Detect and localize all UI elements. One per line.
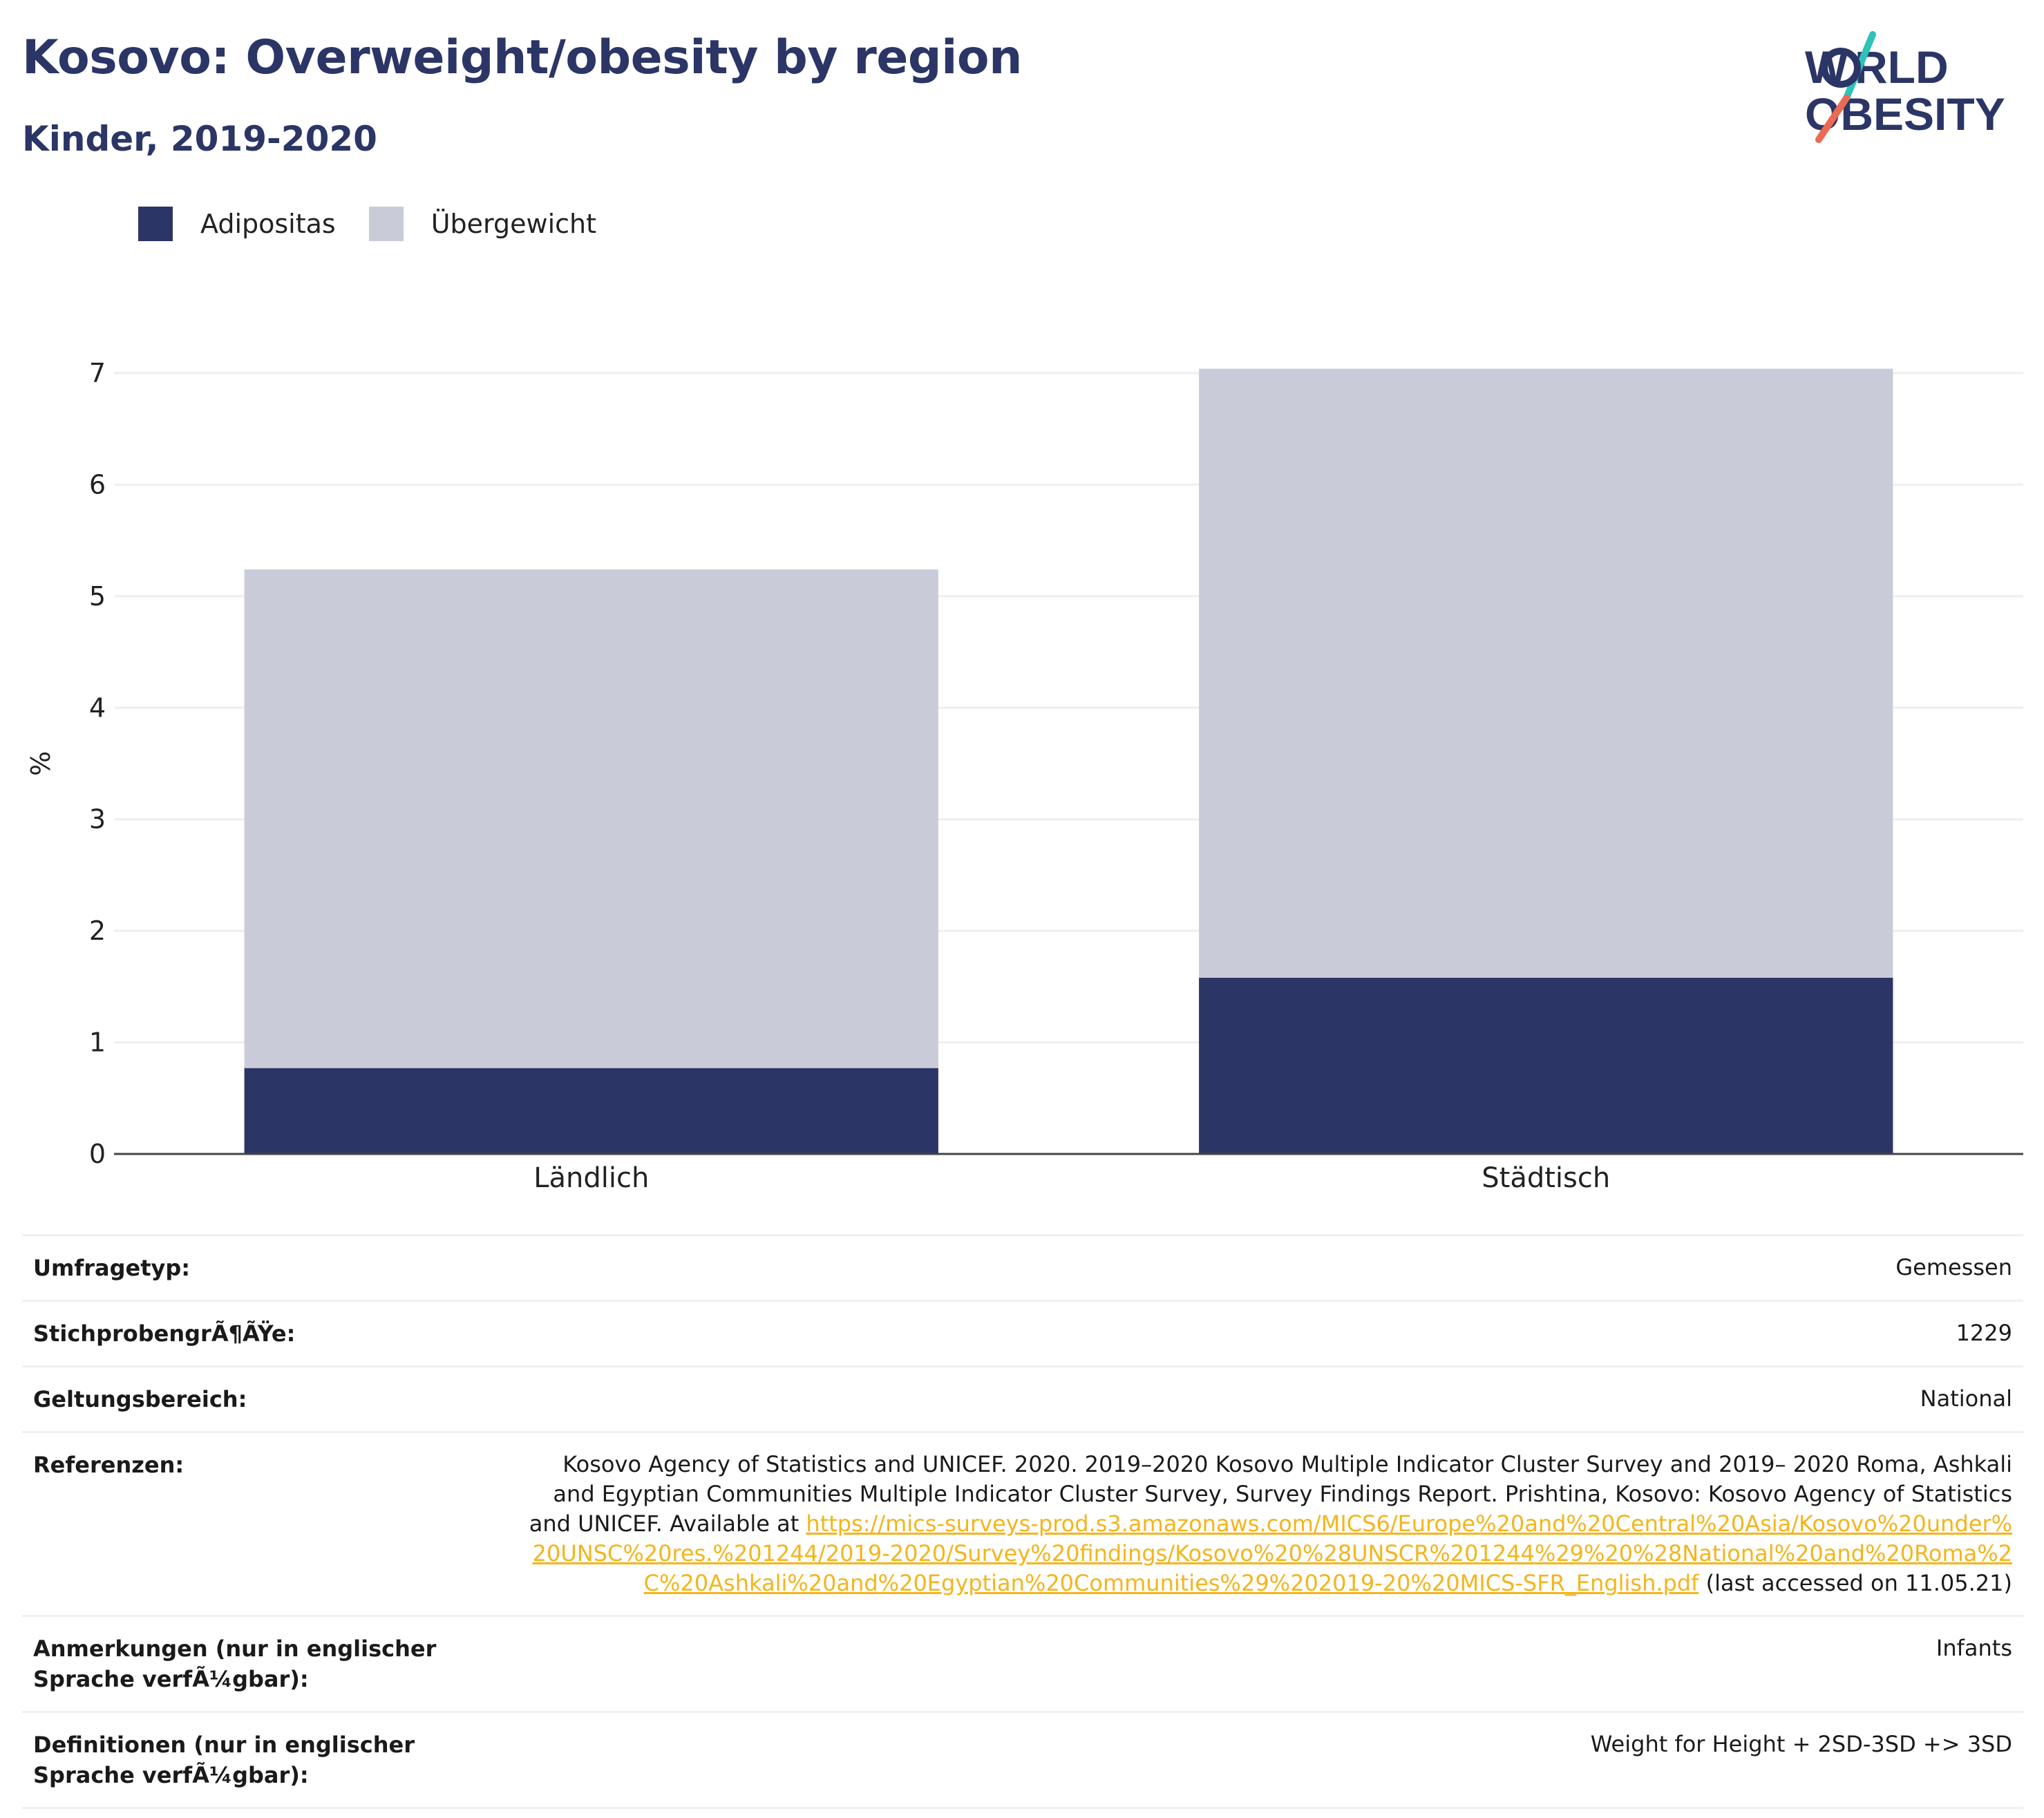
meta-label-references: Referenzen: [33, 1452, 184, 1478]
y-tick-label: 7 [89, 359, 106, 388]
meta-label-sample-size: StichprobengrÃ¶ÃŸe: [33, 1320, 296, 1347]
survey-metadata-table: Umfragetyp: Gemessen StichprobengrÃ¶ÃŸe:… [22, 1234, 2023, 1809]
bar-segment-adipositas [244, 1068, 938, 1154]
x-tick-label: Städtisch [1482, 1162, 1610, 1194]
meta-row-coverage: Geltungsbereich: National [22, 1365, 2023, 1431]
meta-value-notes: Infants [1936, 1635, 2012, 1661]
y-tick-label: 6 [89, 469, 106, 500]
legend-item-adipositas[interactable]: Adipositas [138, 207, 336, 241]
meta-label-coverage: Geltungsbereich: [33, 1386, 247, 1412]
y-axis-label: % [26, 751, 56, 776]
legend-label-adipositas: Adipositas [200, 209, 336, 239]
meta-label-survey-type: Umfragetyp: [33, 1255, 191, 1281]
meta-label-definitions: Definitionen (nur in englischer Sprache … [33, 1732, 415, 1788]
y-tick-label: 4 [89, 692, 106, 723]
chart-title: Kosovo: Overweight/obesity by region [22, 30, 1023, 85]
meta-label-notes: Anmerkungen (nur in englischer Sprache v… [33, 1636, 437, 1692]
svg-text:RLD: RLD [1855, 41, 1949, 93]
y-tick-label: 2 [89, 916, 106, 946]
reference-accessed-note: (last accessed on 11.05.21) [1698, 1570, 2012, 1596]
meta-row-sample-size: StichprobengrÃ¶ÃŸe: 1229 [22, 1300, 2023, 1365]
chart-subtitle: Kinder, 2019-2020 [22, 119, 377, 159]
legend-swatch-uebergewicht [368, 207, 404, 241]
reference-link[interactable]: https://mics-surveys-prod.s3.amazonaws.c… [532, 1511, 2012, 1596]
meta-value-coverage: National [1920, 1385, 2012, 1412]
chart-legend: Adipositas Übergewicht [138, 205, 630, 243]
y-tick-label: 5 [89, 581, 106, 612]
meta-value-sample-size: 1229 [1956, 1320, 2012, 1346]
meta-value-references: Kosovo Agency of Statistics and UNICEF. … [527, 1450, 2012, 1598]
y-tick-label: 0 [89, 1139, 106, 1169]
legend-label-uebergewicht: Übergewicht [430, 209, 596, 239]
bar-segment-uebergewicht [244, 569, 938, 1068]
y-tick-label: 1 [89, 1028, 106, 1058]
legend-swatch-adipositas [138, 207, 173, 241]
meta-value-survey-type: Gemessen [1895, 1254, 2012, 1280]
legend-item-uebergewicht[interactable]: Übergewicht [368, 207, 596, 241]
world-obesity-logo: W RLD OBESITY [1805, 31, 2005, 143]
meta-row-survey-type: Umfragetyp: Gemessen [22, 1234, 2023, 1300]
meta-row-definitions: Definitionen (nur in englischer Sprache … [22, 1711, 2023, 1809]
bar-segment-uebergewicht [1199, 368, 1893, 978]
y-tick-label: 3 [89, 804, 106, 835]
bar-segment-adipositas [1199, 977, 1893, 1154]
stacked-bar-chart: 0 1 2 3 4 5 6 7% Ländlich Städtisch [26, 359, 2023, 1194]
meta-row-references: Referenzen: Kosovo Agency of Statistics … [22, 1431, 2023, 1615]
x-tick-label: Ländlich [533, 1162, 649, 1194]
meta-row-notes: Anmerkungen (nur in englischer Sprache v… [22, 1615, 2023, 1711]
reference-text: Kosovo Agency of Statistics and UNICEF. … [529, 1451, 2012, 1537]
meta-value-definitions: Weight for Height + 2SD-3SD +> 3SD [1590, 1731, 2012, 1757]
